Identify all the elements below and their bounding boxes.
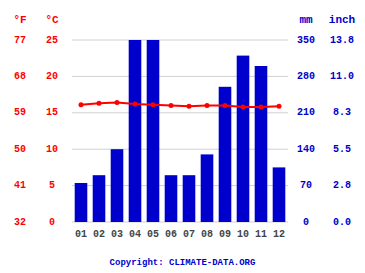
bar	[111, 149, 124, 222]
tick-label: 01	[75, 229, 87, 240]
tick-label: 0	[49, 217, 55, 228]
tick-label: 15	[46, 107, 58, 118]
tick-label: 12	[273, 229, 285, 240]
point	[133, 102, 138, 107]
tick-label: 08	[201, 229, 213, 240]
point	[79, 102, 84, 107]
tick-label: 140	[297, 144, 315, 155]
tick-label: 03	[111, 229, 123, 240]
point	[151, 102, 156, 107]
tick-label: 06	[165, 229, 177, 240]
point	[115, 100, 120, 105]
tick-label: 280	[297, 71, 315, 82]
line	[81, 103, 279, 107]
point	[277, 104, 282, 109]
point	[97, 101, 102, 106]
tick-label: 25	[46, 35, 58, 46]
bar	[255, 66, 268, 222]
tick-label: 59	[14, 107, 26, 118]
tick-label: 13.8	[330, 35, 354, 46]
tick-label: 11	[255, 229, 267, 240]
axis-label: °F	[13, 14, 26, 26]
bar	[273, 167, 286, 222]
bar	[165, 175, 178, 222]
tick-label: 41	[14, 180, 26, 191]
caption: Copyright: CLIMATE-DATA.ORG	[110, 258, 256, 268]
tick-label: 04	[129, 229, 141, 240]
tick-label: 09	[219, 229, 231, 240]
axis-label: mm	[299, 14, 313, 26]
tick-label: 32	[14, 217, 26, 228]
bar	[219, 87, 232, 222]
tick-label: 0	[303, 217, 309, 228]
tick-label: 2.8	[333, 180, 351, 191]
point	[241, 104, 246, 109]
tick-label: 07	[183, 229, 195, 240]
bar	[201, 154, 214, 222]
tick-label: 5.5	[333, 144, 351, 155]
bar	[129, 40, 142, 222]
tick-label: 50	[14, 144, 26, 155]
tick-label: 20	[46, 71, 58, 82]
chart: 05101520253241505968770701402102803500.0…	[0, 0, 365, 273]
tick-label: 11.0	[330, 71, 354, 82]
tick-label: 77	[14, 35, 26, 46]
bar	[183, 175, 196, 222]
tick-label: 05	[147, 229, 159, 240]
axis-label: inch	[329, 14, 355, 26]
tick-label: 210	[297, 107, 315, 118]
point	[187, 104, 192, 109]
tick-label: 10	[237, 229, 249, 240]
bar	[93, 175, 106, 222]
bar	[75, 183, 88, 222]
tick-label: 8.3	[333, 107, 351, 118]
tick-label: 5	[49, 180, 55, 191]
grid-line	[72, 40, 288, 41]
tick-label: 68	[14, 71, 26, 82]
plot-area	[75, 40, 286, 222]
axis-label: °C	[45, 14, 59, 26]
tick-label: 10	[46, 144, 58, 155]
tick-label: 350	[297, 35, 315, 46]
tick-label: 02	[93, 229, 105, 240]
bar	[147, 40, 160, 222]
point	[205, 103, 210, 108]
tick-label: 0.0	[333, 217, 351, 228]
point	[169, 103, 174, 108]
point	[259, 104, 264, 109]
tick-label: 70	[300, 180, 312, 191]
bar	[237, 56, 250, 222]
point	[223, 103, 228, 108]
